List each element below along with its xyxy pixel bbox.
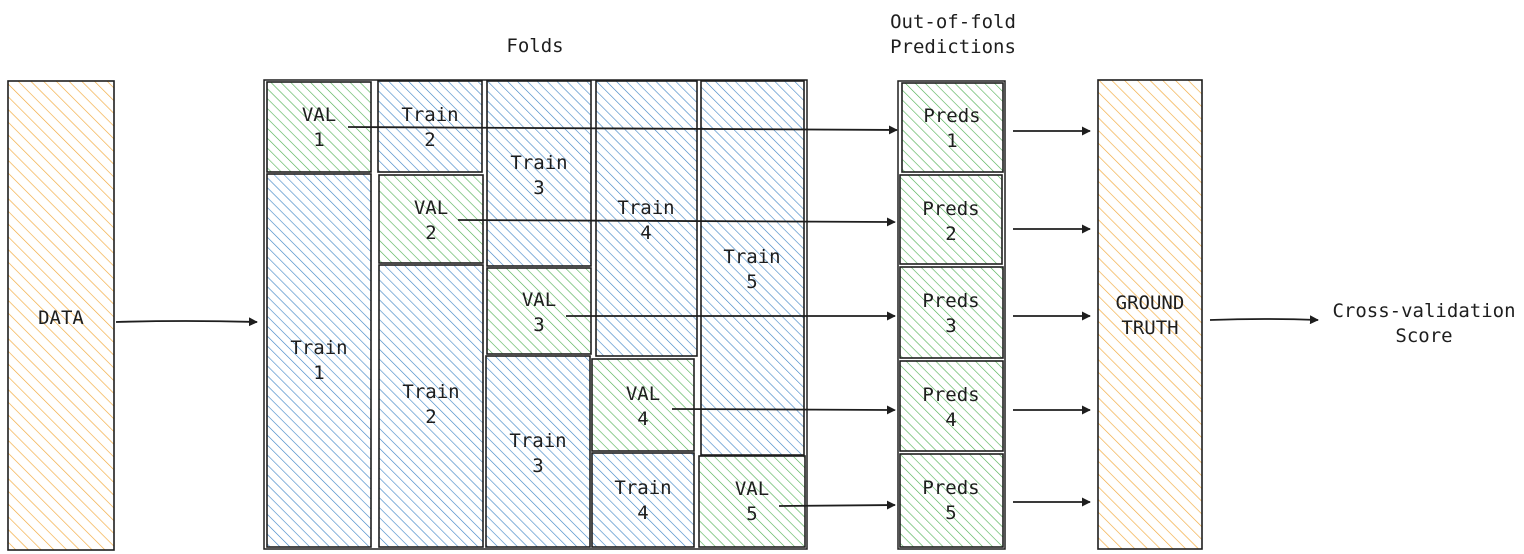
folds-heading: Folds <box>506 35 563 57</box>
preds-block-line1: Preds <box>922 290 979 312</box>
preds-block-line2: 5 <box>945 502 956 524</box>
fold-block: Train 4 <box>596 81 697 356</box>
fold-block-line2: 4 <box>637 408 648 430</box>
fold-block-line2: 3 <box>532 455 543 477</box>
fold-block-line1: VAL <box>522 289 556 311</box>
fold-block-line2: 5 <box>746 503 757 525</box>
fold-block-line1: Train <box>290 337 347 359</box>
fold-block-line1: Train <box>723 246 780 268</box>
preds-block-line2: 1 <box>946 130 957 152</box>
fold-block: VAL 3 <box>487 268 591 354</box>
fold-block-line1: VAL <box>735 478 769 500</box>
fold-block-line1: Train <box>617 197 674 219</box>
fold-block-line2: 3 <box>533 177 544 199</box>
fold-block-line2: 2 <box>425 406 436 428</box>
val5-to-preds5-arrow <box>779 505 895 506</box>
preds-block: Preds 3 <box>900 267 1003 358</box>
fold-block: Train 3 <box>486 356 590 547</box>
fold-block-line1: Train <box>510 152 567 174</box>
score-line1: Cross-validation <box>1332 300 1515 322</box>
truth-to-score-arrow <box>1210 319 1318 320</box>
data-label: DATA <box>38 307 84 329</box>
fold-block: Train 5 <box>701 81 804 455</box>
ground-truth-line1: GROUND <box>1116 292 1185 314</box>
oof-heading-line2: Predictions <box>890 36 1016 58</box>
preds-block-line1: Preds <box>922 384 979 406</box>
preds-block-line1: Preds <box>922 198 979 220</box>
data-block: DATA <box>8 81 114 550</box>
fold-block-line1: VAL <box>414 197 448 219</box>
fold-block: VAL 5 <box>699 456 805 547</box>
fold-block-line1: Train <box>402 381 459 403</box>
fold-block: Train 3 <box>487 81 591 266</box>
preds-block: Preds 1 <box>902 83 1003 172</box>
score-line2: Score <box>1395 325 1452 347</box>
fold-block-line2: 5 <box>746 271 757 293</box>
val4-to-preds4-arrow <box>672 409 895 410</box>
ground-truth-block: GROUND TRUTH <box>1098 80 1202 549</box>
data-to-folds-arrow <box>116 321 257 322</box>
fold-block-line1: Train <box>401 104 458 126</box>
fold-block-line2: 2 <box>425 222 436 244</box>
preds-block-line1: Preds <box>923 105 980 127</box>
oof-heading-line1: Out-of-fold <box>890 11 1016 33</box>
fold-block-line2: 3 <box>533 314 544 336</box>
fold-block-line2: 4 <box>637 502 648 524</box>
fold-block-line2: 4 <box>640 222 651 244</box>
fold-block: VAL 4 <box>592 359 694 451</box>
fold-block-line2: 2 <box>424 129 435 151</box>
fold-block-line2: 1 <box>313 129 324 151</box>
fold-block: Train 1 <box>267 174 371 547</box>
fold-block-line2: 1 <box>313 362 324 384</box>
fold-block: Train 2 <box>379 265 483 547</box>
preds-block: Preds 5 <box>900 454 1003 547</box>
ground-truth-line2: TRUTH <box>1121 317 1178 339</box>
fold-block-line1: Train <box>614 477 671 499</box>
preds-block-line1: Preds <box>922 477 979 499</box>
preds-block-line2: 4 <box>945 409 956 431</box>
fold-block: VAL 2 <box>379 175 483 263</box>
fold-block: Train 4 <box>592 453 694 547</box>
preds-block: Preds 4 <box>900 361 1003 451</box>
preds-block: Preds 2 <box>900 175 1002 264</box>
preds-block-line2: 3 <box>945 315 956 337</box>
fold-block-line1: VAL <box>302 104 336 126</box>
preds-block-line2: 2 <box>945 223 956 245</box>
fold-block-line1: Train <box>509 430 566 452</box>
fold-block-line1: VAL <box>626 383 660 405</box>
